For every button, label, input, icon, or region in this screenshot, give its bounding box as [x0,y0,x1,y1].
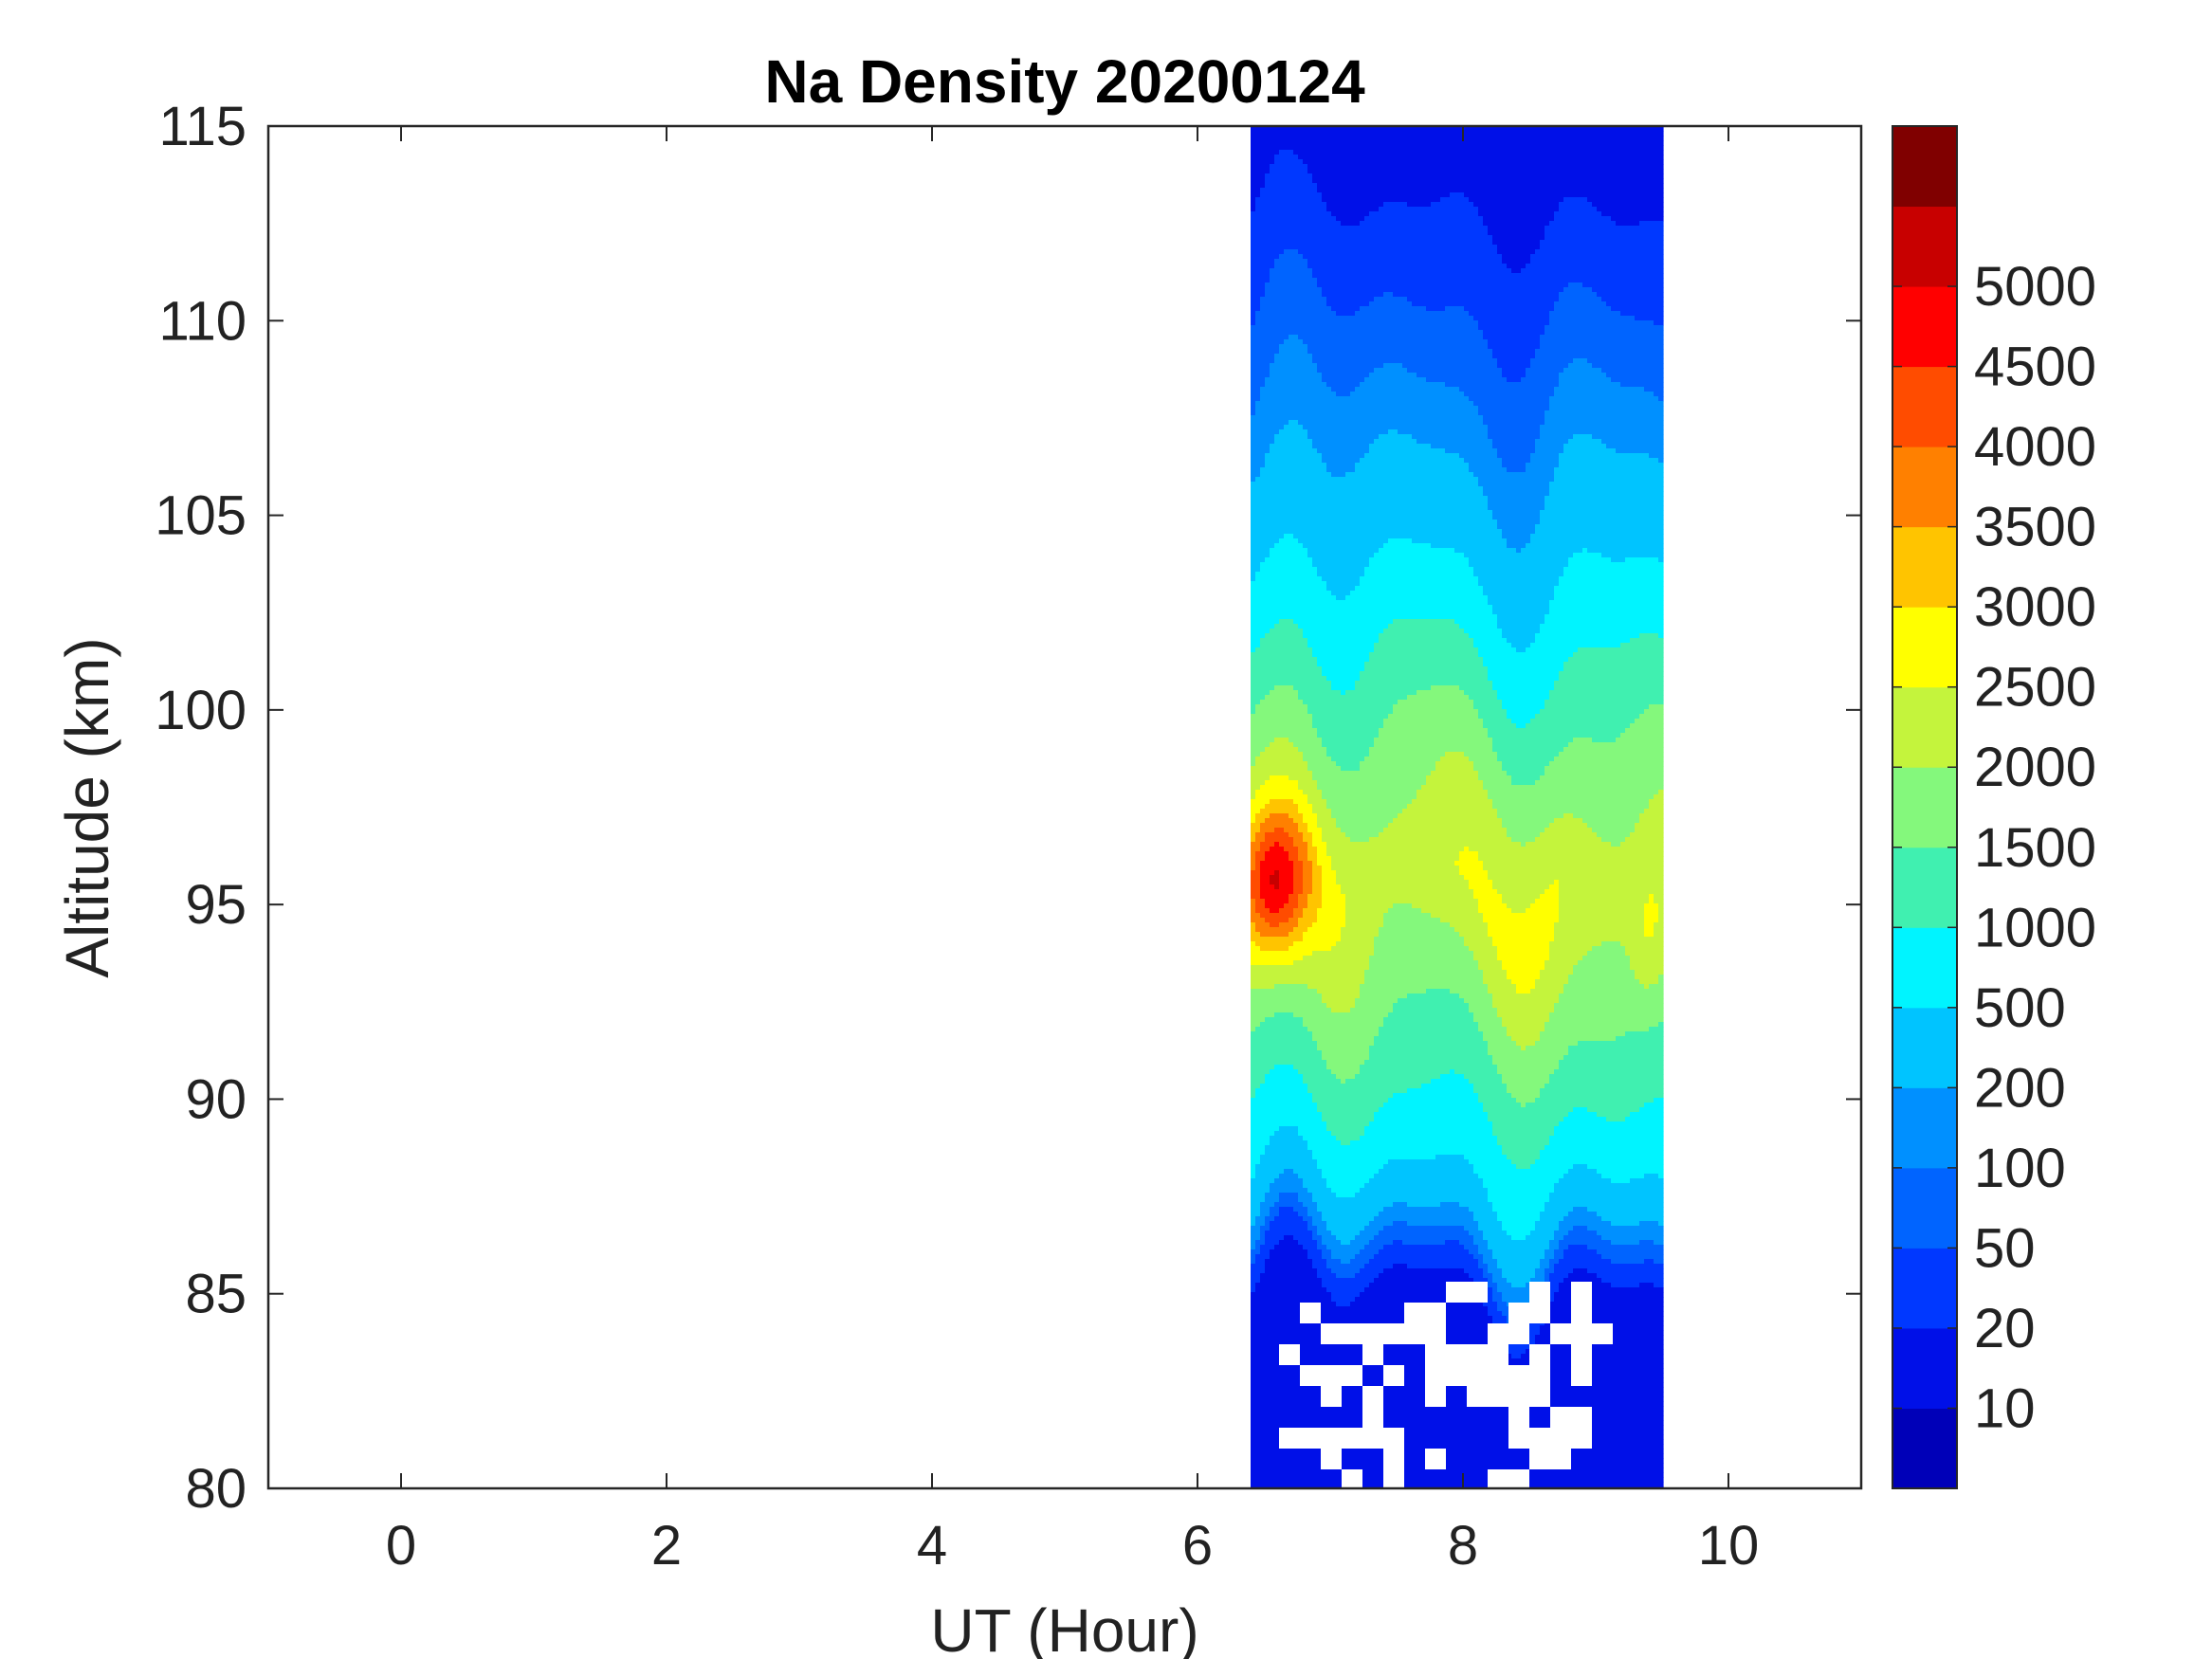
colorbar-tick-label: 1500 [1974,817,2096,879]
colorbar-segment [1892,366,1957,447]
y-tick-label: 105 [155,485,247,547]
x-tick-label: 2 [651,1515,682,1577]
x-tick-label: 10 [1698,1515,1760,1577]
y-axis: 80 85 90 95 100 105 110 115 [155,96,1861,1520]
colorbar-segment [1892,1327,1957,1409]
colorbar-tick-label: 2500 [1974,657,2096,719]
y-axis-label: Altitude (km) [53,637,121,977]
colorbar-tick-label: 3500 [1974,497,2096,558]
colorbar-segment [1892,526,1957,608]
x-tick-label: 8 [1448,1515,1478,1577]
colorbar-segment [1892,767,1957,848]
x-axis-label: UT (Hour) [930,1596,1198,1659]
y-tick-label: 110 [159,290,247,352]
x-tick-label: 0 [386,1515,416,1577]
x-axis: 0 2 4 6 8 10 [386,126,1759,1577]
colorbar-tick-label: 50 [1974,1217,2036,1279]
x-tick-label: 6 [1182,1515,1213,1577]
colorbar-segment [1892,447,1957,528]
y-tick-label: 95 [185,874,247,936]
colorbar-tick-label: 5000 [1974,256,2096,318]
colorbar-segment [1892,1248,1957,1329]
y-tick-label: 100 [155,680,247,741]
colorbar-segment [1892,607,1957,688]
colorbar-tick-label: 3000 [1974,576,2096,638]
colorbar-segment [1892,206,1957,287]
colorbar: 10 20 50 100 200 500 1000 1500 2000 2500 3000 3500 4… [1892,125,2096,1489]
plot-frame [266,124,1863,1490]
colorbar-segment [1892,1408,1957,1489]
x-tick-label: 4 [917,1515,947,1577]
colorbar-frame [1892,125,1958,1489]
colorbar-segment [1892,286,1957,368]
colorbar-segment [1892,1007,1957,1088]
colorbar-tick-label: 1000 [1974,897,2096,958]
y-tick-label: 115 [159,96,247,157]
colorbar-tick-label: 20 [1974,1298,2036,1359]
colorbar-tick-label: 100 [1974,1138,2066,1199]
colorbar-segment [1892,847,1957,928]
y-tick-label: 90 [185,1068,247,1130]
colorbar-tick-label: 4500 [1974,337,2096,398]
missing-data-mask [1279,1282,1613,1488]
y-tick-label: 80 [185,1458,247,1520]
colorbar-tick-label: 200 [1974,1057,2066,1119]
colorbar-tick-label: 10 [1974,1377,2036,1439]
y-tick-label: 85 [185,1264,247,1325]
colorbar-segment [1892,126,1957,208]
colorbar-tick-label: 500 [1974,977,2066,1039]
colorbar-segment [1892,1167,1957,1249]
colorbar-segment [1892,927,1957,1009]
chart-title: Na Density 20200124 [764,47,1365,116]
colorbar-tick-label: 2000 [1974,737,2096,798]
colorbar-segment [1892,1087,1957,1169]
colorbar-tick-label: 4000 [1974,416,2096,478]
colorbar-segment [1892,686,1957,768]
